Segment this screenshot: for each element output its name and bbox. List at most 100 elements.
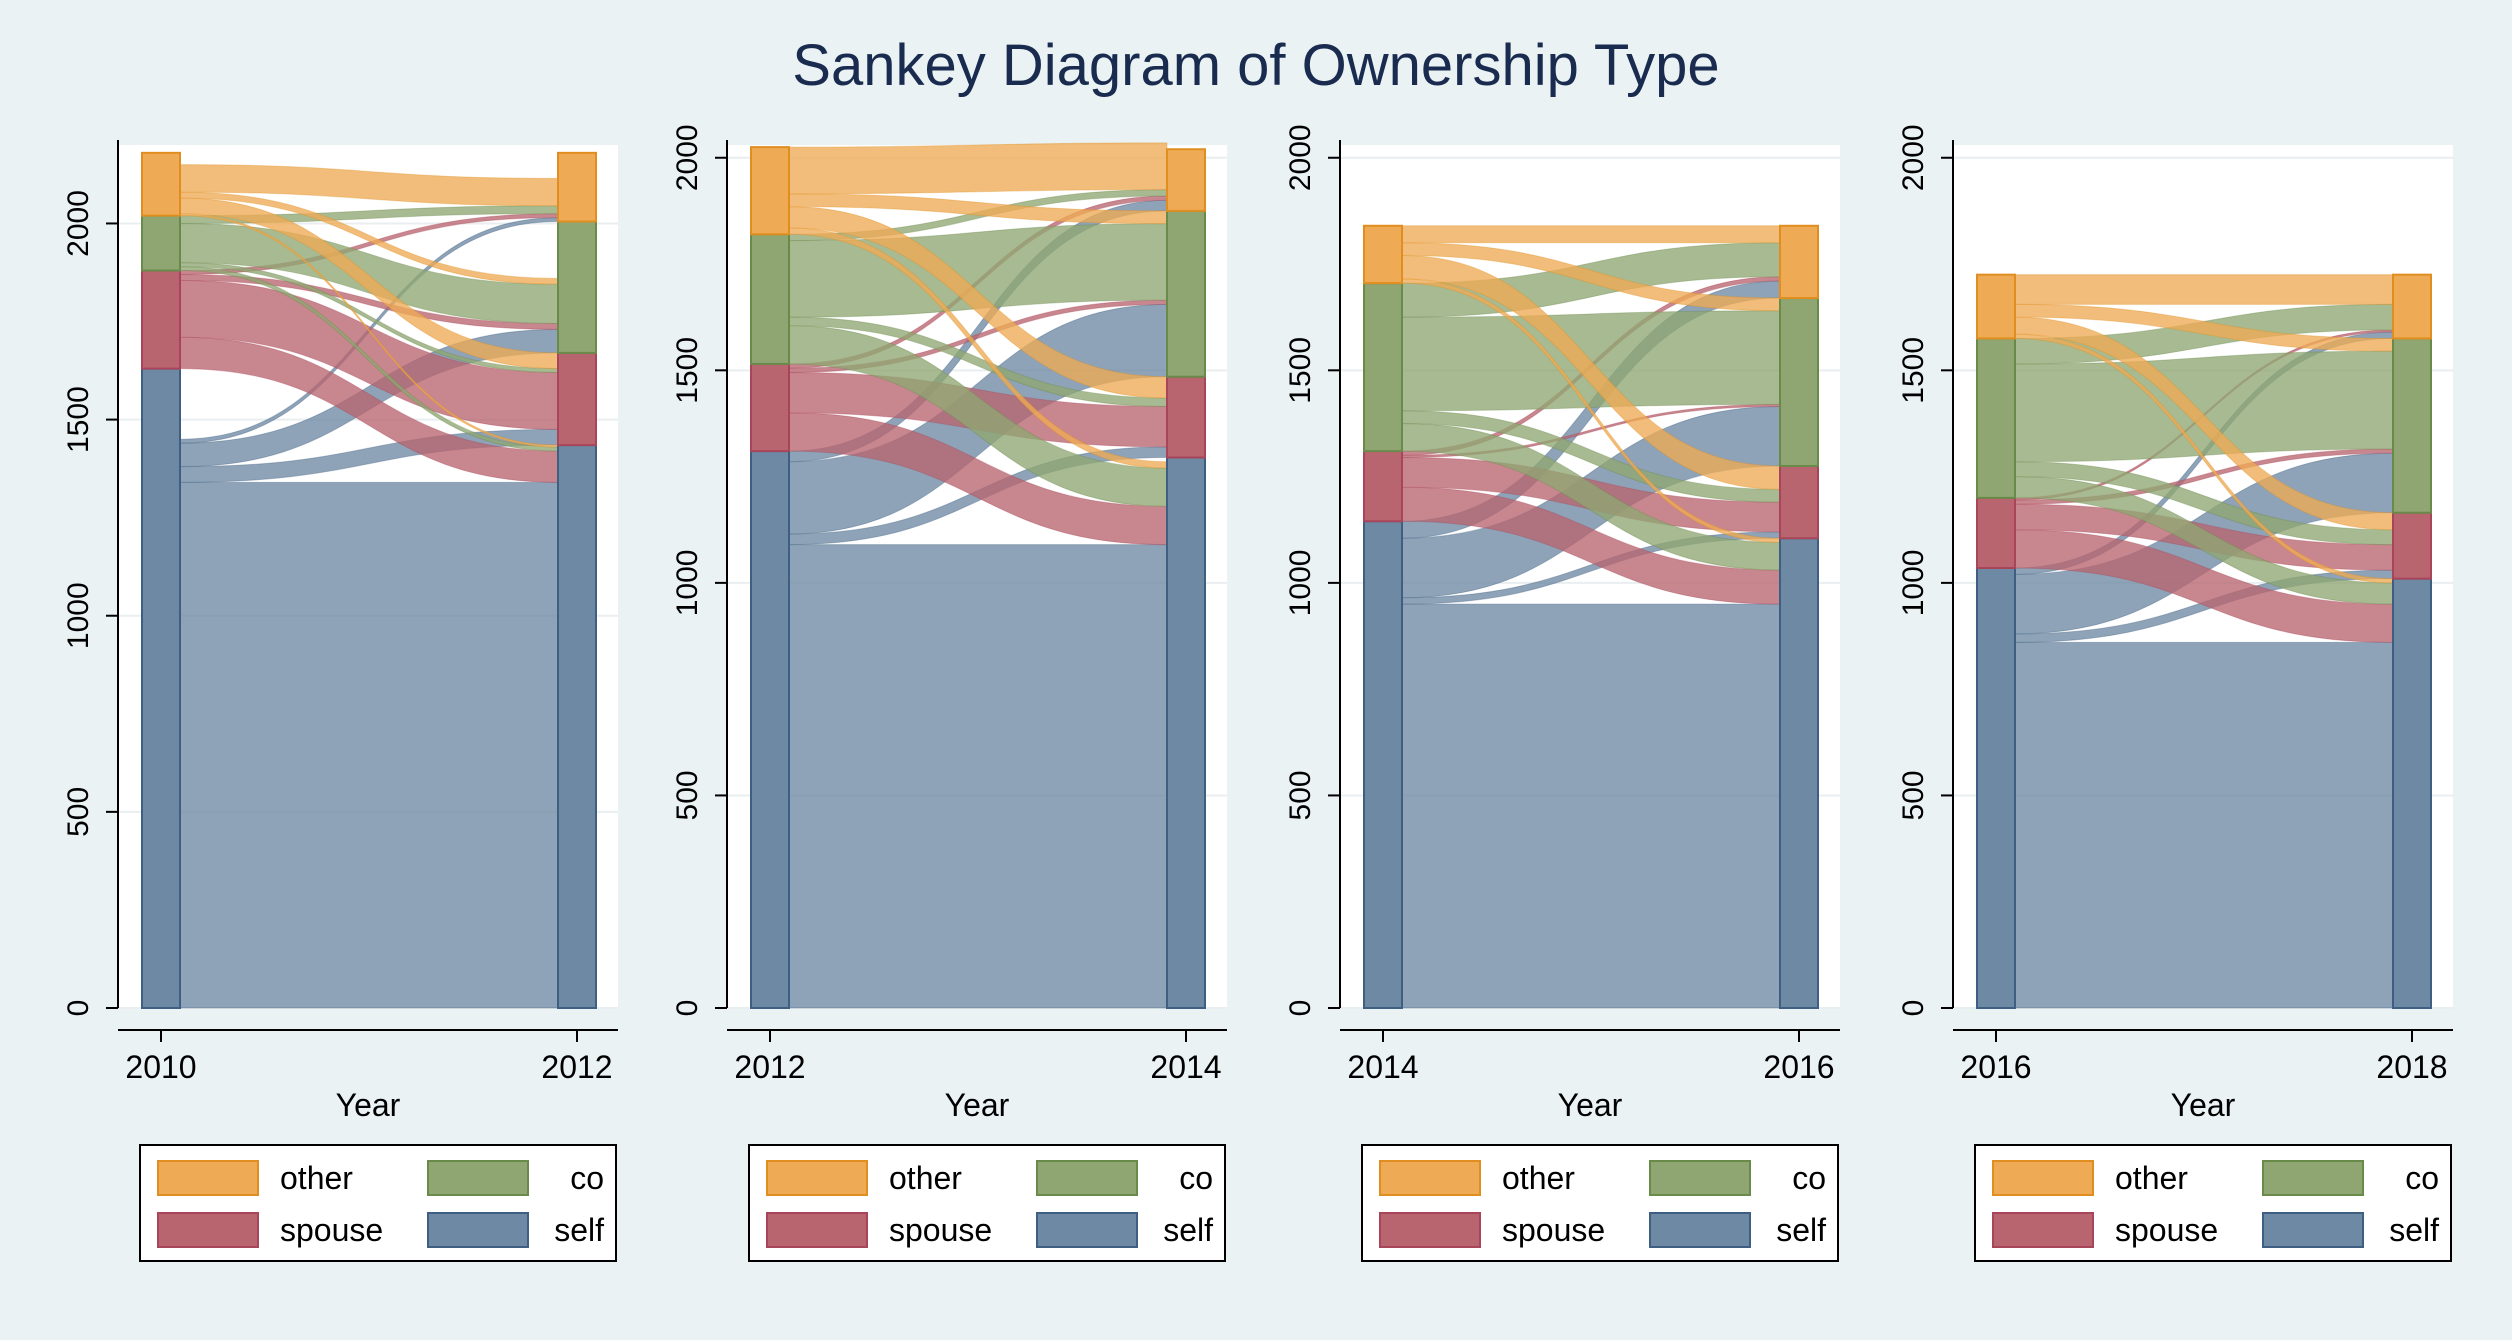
y-tick-label: 0	[62, 1000, 95, 1017]
legend-swatch-other	[1992, 1160, 2094, 1196]
flow-self-to-self	[1401, 603, 1781, 1009]
legend-swatch-self	[1649, 1212, 1751, 1248]
legend: other co spouse self	[139, 1144, 617, 1262]
x-tick-label: 2016	[1960, 1049, 2031, 1085]
node-bar-spouse	[141, 269, 181, 370]
x-tick-label: 2010	[125, 1049, 196, 1085]
legend-swatch-co	[2262, 1160, 2364, 1196]
node-bar-other	[1166, 148, 1206, 212]
x-axis-label: Year	[945, 1087, 1010, 1123]
x-tick-label: 2012	[734, 1049, 805, 1085]
legend-label-co: co	[1792, 1160, 1826, 1196]
legend-swatch-self	[427, 1212, 529, 1248]
y-tick-label: 2000	[62, 190, 95, 257]
sankey-panel-2014-2016: 0 500 1000 1500 2000 2014 2016 Year other co spous…	[1284, 124, 1840, 1262]
sankey-panel-2010-2012: 0 500 1000 1500 2000 2010 2012 Year other co spous…	[62, 140, 618, 1262]
node-bar-other	[750, 146, 790, 236]
legend: other co spouse self	[1974, 1144, 2452, 1262]
y-tick-label: 500	[1897, 770, 1930, 820]
node-bar-spouse	[750, 362, 790, 453]
legend-label-spouse: spouse	[1502, 1212, 1605, 1248]
y-tick-label: 1000	[671, 550, 704, 617]
legend-label-other: other	[889, 1160, 962, 1196]
flow-other-to-other	[2014, 274, 2394, 305]
legend-label-self: self	[1776, 1212, 1826, 1248]
node-bar-other	[1363, 224, 1403, 285]
flow-other-to-other	[1401, 225, 1781, 244]
sankey-panel-2016-2018: 0 500 1000 1500 2000 2016 2018 Year other co spous…	[1897, 124, 2453, 1262]
node-bar-other	[1976, 273, 2016, 340]
node-bar-spouse	[1363, 450, 1403, 523]
flows	[179, 164, 559, 1009]
legend-label-spouse: spouse	[2115, 1212, 2218, 1248]
y-tick-label: 1000	[62, 582, 95, 649]
node-bar-co	[141, 214, 181, 272]
node-bar-self	[1976, 566, 2016, 1010]
y-tick-label: 1500	[1897, 337, 1930, 404]
y-tick-label: 500	[1284, 770, 1317, 820]
legend-swatch-co	[427, 1160, 529, 1196]
y-tick-label: 1500	[62, 386, 95, 453]
legend-swatch-spouse	[157, 1212, 259, 1248]
y-tick-label: 1000	[1897, 550, 1930, 617]
legend-label-other: other	[2115, 1160, 2188, 1196]
x-tick-label: 2012	[541, 1049, 612, 1085]
x-tick-label: 2018	[2376, 1049, 2447, 1085]
flows	[1401, 225, 1781, 1009]
node-bar-co	[750, 233, 790, 365]
node-bar-self	[557, 444, 597, 1009]
legend-label-self: self	[2389, 1212, 2439, 1248]
legend-swatch-spouse	[766, 1212, 868, 1248]
legend-swatch-other	[1379, 1160, 1481, 1196]
x-axis-label: Year	[336, 1087, 401, 1123]
sankey-panel-2012-2014: 0 500 1000 1500 2000 2012 2014 Year other co spous…	[671, 124, 1227, 1262]
legend-label-co: co	[1179, 1160, 1213, 1196]
legend: other co spouse self	[1361, 1144, 1839, 1262]
flows	[788, 142, 1168, 1009]
node-bar-self	[2392, 577, 2432, 1009]
legend-label-co: co	[570, 1160, 604, 1196]
y-tick-label: 500	[671, 770, 704, 820]
node-bar-spouse	[2392, 511, 2432, 580]
node-bar-co	[1976, 337, 2016, 499]
x-tick-label: 2016	[1763, 1049, 1834, 1085]
node-bar-self	[750, 450, 790, 1009]
node-bar-spouse	[1779, 464, 1819, 540]
legend-label-spouse: spouse	[280, 1212, 383, 1248]
x-axis-label: Year	[2171, 1087, 2236, 1123]
legend-swatch-other	[157, 1160, 259, 1196]
x-tick-label: 2014	[1150, 1049, 1221, 1085]
flow-self-to-self	[788, 544, 1168, 1009]
node-bar-co	[1166, 209, 1206, 378]
y-tick-label: 0	[1897, 1000, 1930, 1017]
node-bar-other	[557, 151, 597, 223]
chart-title: Sankey Diagram of Ownership Type	[792, 33, 1719, 98]
node-bar-other	[1779, 224, 1819, 300]
y-tick-label: 1000	[1284, 550, 1317, 617]
x-tick-label: 2014	[1347, 1049, 1418, 1085]
flows	[2014, 274, 2394, 1009]
node-bar-self	[1166, 456, 1206, 1009]
y-tick-label: 0	[1284, 1000, 1317, 1017]
legend-swatch-spouse	[1379, 1212, 1481, 1248]
y-tick-label: 500	[62, 787, 95, 837]
legend-label-co: co	[2405, 1160, 2439, 1196]
flow-co-to-co	[2014, 350, 2394, 463]
legend-label-other: other	[1502, 1160, 1575, 1196]
legend-label-spouse: spouse	[889, 1212, 992, 1248]
flow-self-to-self	[179, 481, 559, 1009]
legend: other co spouse self	[748, 1144, 1226, 1262]
legend-label-self: self	[1163, 1212, 1213, 1248]
legend-swatch-co	[1649, 1160, 1751, 1196]
legend-swatch-self	[2262, 1212, 2364, 1248]
legend-label-self: self	[554, 1212, 604, 1248]
flow-other-to-other	[788, 142, 1168, 195]
y-tick-label: 1500	[1284, 337, 1317, 404]
y-tick-label: 2000	[671, 124, 704, 191]
y-tick-label: 2000	[1284, 124, 1317, 191]
legend-swatch-co	[1036, 1160, 1138, 1196]
node-bar-self	[141, 367, 181, 1009]
legend-swatch-self	[1036, 1212, 1138, 1248]
panels-group: 0 500 1000 1500 2000 2010 2012 Year other co spous…	[62, 124, 2453, 1262]
legend-swatch-spouse	[1992, 1212, 2094, 1248]
